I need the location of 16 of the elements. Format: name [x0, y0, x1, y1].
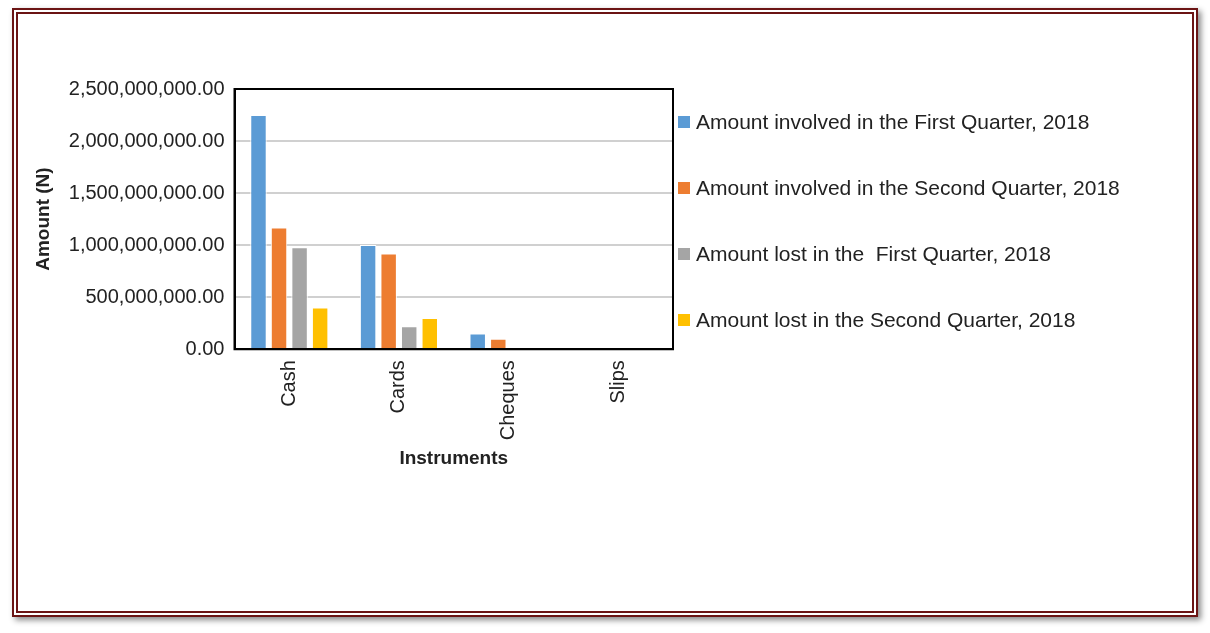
y-tick-label: 2,000,000,000.00 [68, 128, 225, 151]
x-tick-label: Cash [276, 360, 299, 407]
y-tick-label: 1,000,000,000.00 [68, 232, 225, 255]
y-tick-label: 1,500,000,000.00 [68, 180, 225, 203]
legend-label: Amount involved in the Second Quarter, 2018 [696, 176, 1120, 200]
x-axis-title: Instruments [399, 446, 509, 468]
y-axis-title: Amount (N) [31, 167, 53, 271]
y-tick-label: 500,000,000.00 [85, 284, 225, 307]
y-tick-label: 2,500,000,000.00 [68, 76, 225, 99]
legend-label: Amount lost in the Second Quarter, 2018 [696, 308, 1076, 332]
x-tick-label: Slips [605, 360, 628, 404]
y-tick-label: 0.00 [185, 336, 225, 359]
legend-label: Amount lost in the First Quarter, 2018 [696, 242, 1051, 266]
x-tick-label: Cheques [496, 360, 519, 441]
legend-label: Amount involved in the First Quarter, 2018 [696, 110, 1090, 134]
x-tick-label: Cards [386, 360, 409, 414]
